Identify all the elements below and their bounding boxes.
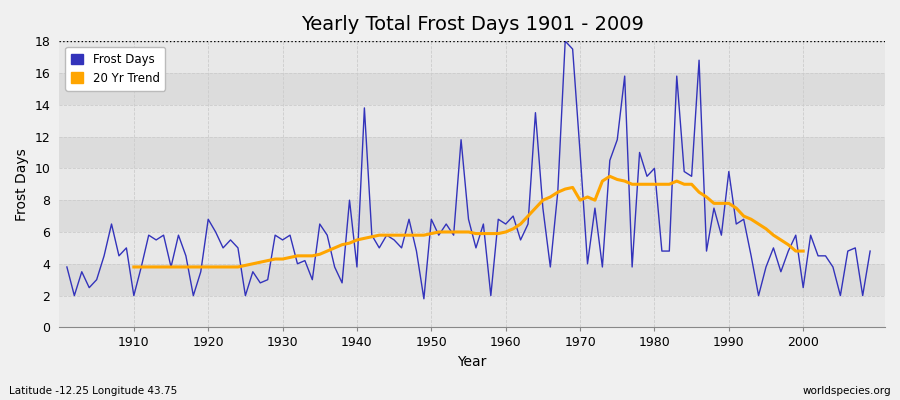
Bar <box>59 105 885 136</box>
Frost Days <box>508 214 518 218</box>
Title: Yearly Total Frost Days 1901 - 2009: Yearly Total Frost Days 1901 - 2009 <box>301 15 644 34</box>
Frost Days <box>560 39 571 44</box>
Bar <box>59 168 885 200</box>
Bar <box>59 296 885 328</box>
Text: Latitude -12.25 Longitude 43.75: Latitude -12.25 Longitude 43.75 <box>9 386 177 396</box>
Bar <box>59 136 885 168</box>
Line: Frost Days: Frost Days <box>67 41 870 299</box>
Bar <box>59 200 885 232</box>
Frost Days <box>121 246 131 250</box>
20 Yr Trend <box>783 242 794 247</box>
Frost Days <box>865 249 876 254</box>
Frost Days <box>329 264 340 269</box>
Bar <box>59 264 885 296</box>
20 Yr Trend <box>300 254 310 258</box>
20 Yr Trend <box>797 249 808 254</box>
20 Yr Trend <box>211 264 221 269</box>
Frost Days <box>61 264 72 269</box>
20 Yr Trend <box>701 194 712 199</box>
Frost Days <box>605 158 616 163</box>
Frost Days <box>500 222 511 226</box>
20 Yr Trend <box>605 174 616 179</box>
X-axis label: Year: Year <box>457 355 487 369</box>
20 Yr Trend <box>790 249 801 254</box>
Bar <box>59 232 885 264</box>
20 Yr Trend <box>129 264 140 269</box>
Text: worldspecies.org: worldspecies.org <box>803 386 891 396</box>
Bar <box>59 73 885 105</box>
Frost Days <box>284 233 295 238</box>
Line: 20 Yr Trend: 20 Yr Trend <box>134 176 803 267</box>
20 Yr Trend <box>284 255 295 260</box>
Y-axis label: Frost Days: Frost Days <box>15 148 29 221</box>
Bar <box>59 41 885 73</box>
Frost Days <box>418 296 429 301</box>
Legend: Frost Days, 20 Yr Trend: Frost Days, 20 Yr Trend <box>66 47 166 91</box>
